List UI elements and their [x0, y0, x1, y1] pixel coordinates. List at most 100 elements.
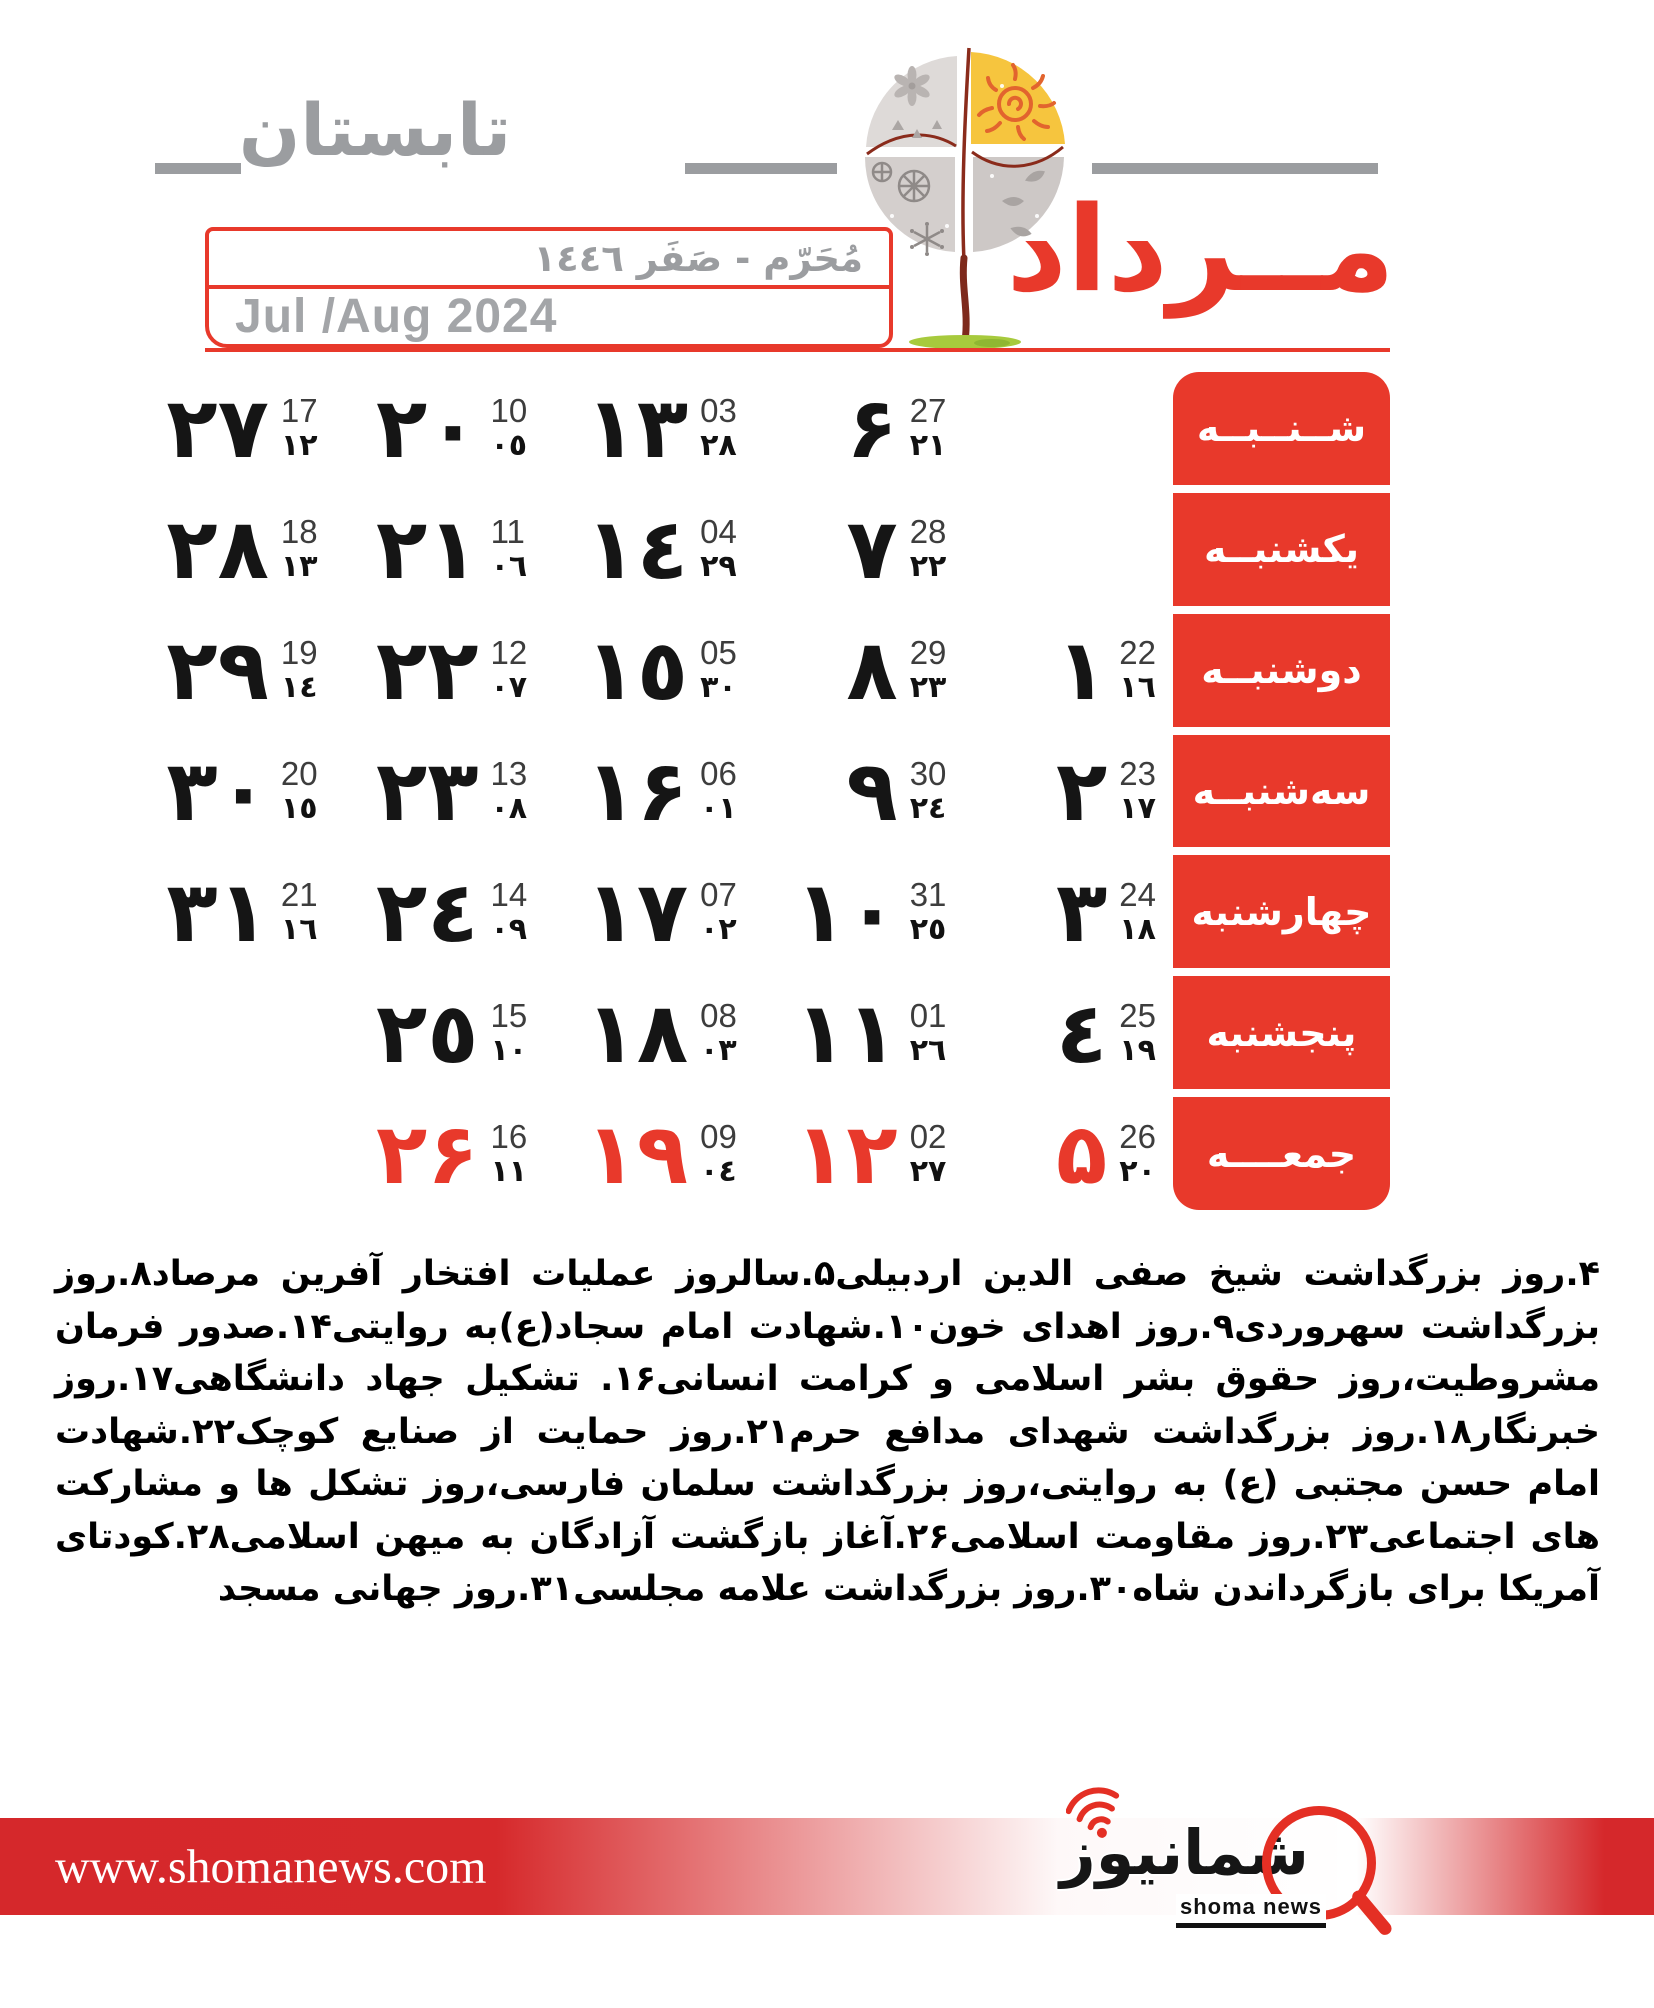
- leaf-icons: [1002, 170, 1045, 237]
- secondary-dates: 04 ٢٩: [700, 515, 737, 583]
- gregorian-day: 17: [280, 392, 318, 430]
- jalali-day: ۶: [846, 379, 898, 478]
- gregorian-day: 29: [909, 634, 947, 672]
- hijri-day: ١٠: [490, 1032, 528, 1068]
- gregorian-day: 25: [1119, 996, 1156, 1034]
- empty-cell: [950, 372, 1160, 485]
- hijri-months-label: مُحَرّم - صَفَر ١٤٤٦: [209, 231, 889, 289]
- secondary-dates: 05 ٣٠: [700, 636, 737, 704]
- day-cell: 02 ٢٧ ١٢: [741, 1097, 951, 1210]
- day-cell: 10 ٠٥ ٢٠: [322, 372, 532, 485]
- hijri-day: ١١: [490, 1153, 528, 1189]
- day-cell: 21 ١٦ ٣١: [112, 855, 322, 968]
- jalali-day: ٢٣: [375, 741, 479, 840]
- secondary-dates: 12 ٠٧: [490, 636, 527, 704]
- gregorian-day: 16: [490, 1117, 528, 1155]
- gregorian-day: 26: [1119, 1117, 1156, 1155]
- header-rule-left: [155, 163, 241, 174]
- weekday-column: شــنــبــه یکشنبــه دوشنبــه سه‌شنبــه چهارش…: [1173, 372, 1390, 1211]
- hijri-day: ٢٢: [909, 549, 947, 585]
- empty-cell: [112, 976, 322, 1089]
- secondary-dates: 01 ٢٦: [910, 999, 947, 1067]
- weekday-label: چهارشنبه: [1173, 855, 1390, 969]
- gregorian-day: 04: [700, 513, 737, 551]
- jalali-day: ٣٠: [166, 741, 269, 840]
- secondary-dates: 08 ٠٣: [700, 999, 737, 1067]
- gregorian-day: 09: [700, 1117, 737, 1155]
- weekday-label: شــنــبــه: [1173, 372, 1390, 485]
- secondary-dates: 22 ١٦: [1119, 636, 1156, 704]
- secondary-dates: 27 ٢١: [910, 394, 947, 462]
- day-cell: 25 ١٩ ٤: [950, 976, 1160, 1089]
- gregorian-day: 01: [909, 996, 947, 1034]
- day-cell: 18 ١٣ ٢٨: [112, 493, 322, 606]
- jalali-day: ٤: [1056, 983, 1108, 1082]
- secondary-dates: 20 ١٥: [281, 757, 318, 825]
- gregorian-day: 05: [700, 634, 737, 672]
- tulip-icons: [892, 120, 942, 138]
- gregorian-day: 13: [490, 754, 528, 792]
- jalali-day: ٢: [1056, 741, 1108, 840]
- secondary-dates: 23 ١٧: [1119, 757, 1156, 825]
- hijri-day: ٣٠: [700, 670, 737, 706]
- secondary-dates: 24 ١٨: [1119, 878, 1156, 946]
- gregorian-day: 03: [700, 392, 737, 430]
- day-cell: 12 ٠٧ ٢٢: [322, 614, 532, 727]
- gregorian-day: 18: [280, 513, 318, 551]
- shomanews-logo: شمانیوز shoma news: [1050, 1778, 1430, 1963]
- jalali-day: ٩: [846, 741, 898, 840]
- jalali-day: ۵: [1056, 1104, 1108, 1203]
- secondary-dates: 19 ١٤: [281, 636, 318, 704]
- header-red-rule: [205, 348, 1390, 352]
- jalali-day: ١٣: [585, 379, 689, 478]
- gregorian-day: 30: [909, 754, 947, 792]
- jalali-day: ٢٠: [375, 379, 479, 478]
- secondary-dates: 10 ٠٥: [490, 394, 527, 462]
- gregorian-day: 08: [700, 996, 737, 1034]
- secondary-dates: 29 ٢٣: [910, 636, 947, 704]
- day-cell: 04 ٢٩ ١٤: [531, 493, 741, 606]
- jalali-day: ١٧: [585, 862, 689, 961]
- day-cell: 14 ٠٩ ٢٤: [322, 855, 532, 968]
- secondary-dates: 02 ٢٧: [910, 1120, 947, 1188]
- hijri-day: ٢٣: [909, 670, 947, 706]
- secondary-dates: 17 ١٢: [281, 394, 318, 462]
- hijri-day: ٢٨: [700, 428, 737, 464]
- secondary-dates: 16 ١١: [490, 1120, 527, 1188]
- hijri-day: ١٦: [1119, 670, 1156, 706]
- gregorian-day: 06: [700, 754, 737, 792]
- gregorian-day: 23: [1119, 754, 1156, 792]
- hijri-day: ١٦: [280, 911, 318, 947]
- hijri-day: ٢٩: [700, 549, 737, 585]
- wifi-icon: [1066, 1787, 1120, 1838]
- day-cell: 08 ٠٣ ١٨: [531, 976, 741, 1089]
- hijri-day: ٢٦: [909, 1032, 947, 1068]
- hijri-day: ١٧: [1119, 790, 1156, 826]
- day-cell: 15 ١٠ ٢٥: [322, 976, 532, 1089]
- day-cell: 30 ٢٤ ٩: [741, 735, 951, 848]
- jalali-day: ١٠: [795, 862, 898, 961]
- snowflake-icons: [871, 161, 944, 256]
- sun-icon: [977, 63, 1056, 141]
- season-title: تابستان: [238, 88, 512, 172]
- secondary-dates: 03 ٢٨: [700, 394, 737, 462]
- day-cell: 19 ١٤ ٢٩: [112, 614, 322, 727]
- hijri-day: ٠٤: [700, 1153, 737, 1189]
- jalali-day: ٧: [846, 500, 898, 599]
- speckles: [852, 84, 1039, 228]
- website-url-link[interactable]: www.shomanews.com: [55, 1840, 487, 1893]
- secondary-dates: 25 ١٩: [1119, 999, 1156, 1067]
- jalali-day: ٢٥: [375, 983, 479, 1082]
- jalali-day: ٣: [1056, 862, 1108, 961]
- jalali-day: ٢۶: [375, 1104, 479, 1203]
- secondary-dates: 07 ٠٢: [700, 878, 737, 946]
- weekday-label: سه‌شنبــه: [1173, 734, 1390, 848]
- jalali-day: ١١: [795, 983, 898, 1082]
- weekday-label: پنجشنبه: [1173, 976, 1390, 1090]
- gregorian-day: 20: [280, 754, 318, 792]
- gregorian-day: 27: [909, 392, 947, 430]
- grass-shade: [974, 339, 1010, 347]
- trunk: [959, 254, 970, 346]
- jalali-day: ١٥: [585, 621, 689, 720]
